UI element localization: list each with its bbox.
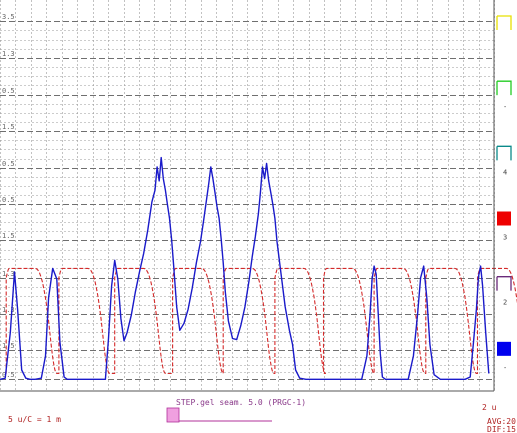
channel-label: - <box>503 103 507 111</box>
series-line-blue <box>0 156 490 380</box>
y-tick-label: 0.5 <box>2 160 15 168</box>
avg-readout: AVG:20 <box>487 417 516 426</box>
grid-lines <box>0 0 495 391</box>
y-tick-label: 1.5 <box>2 123 15 131</box>
y-tick-label: 0.5 <box>2 196 15 204</box>
channel-swatch-bracket <box>497 276 512 291</box>
y-tick-label: 1.5 <box>2 232 15 240</box>
channel-selector[interactable]: - 4 3 2 - <box>496 15 512 372</box>
zoom-slider-thumb[interactable] <box>166 407 180 423</box>
channel-swatch[interactable]: 4 <box>496 145 512 176</box>
dif-readout: DIF:15 <box>487 425 516 433</box>
y-tick-label: 0.5 <box>2 371 15 379</box>
channel-label: 2 <box>503 299 507 307</box>
y-tick-label: 1.3 <box>2 270 15 278</box>
y-tick-labels: 3.51.30.51.50.50.51.51.31.31.50.5 <box>2 13 15 379</box>
channel-label: 3 <box>503 234 507 242</box>
channel-swatch[interactable]: - <box>496 80 512 111</box>
y-tick-label: 3.5 <box>2 13 15 21</box>
channel-label: 4 <box>503 168 507 176</box>
y-tick-label: 0.5 <box>2 87 15 95</box>
series-lines <box>0 156 517 380</box>
series-line-red <box>5 267 517 375</box>
y-tick-label: 1.3 <box>2 306 15 314</box>
channel-swatch-bracket <box>497 80 512 96</box>
scale-readout: 5 u/C = 1 m <box>8 415 61 424</box>
acquisition-label: STEP.gel seam. 5.0 (PRGC-1) <box>176 398 306 407</box>
channel-swatch[interactable]: 2 <box>496 276 512 307</box>
channel-swatch-bracket <box>497 145 512 161</box>
channel-swatch[interactable] <box>496 15 512 30</box>
channel-swatch[interactable]: 3 <box>497 211 511 242</box>
channel-swatch-box <box>497 341 511 356</box>
zoom-readout: 2 u <box>482 403 497 412</box>
channel-swatch-bracket <box>497 15 512 30</box>
channel-swatch-box <box>497 211 511 226</box>
y-tick-label: 1.3 <box>2 50 15 58</box>
channel-label: - <box>503 364 507 372</box>
channel-swatch[interactable]: - <box>497 341 511 372</box>
